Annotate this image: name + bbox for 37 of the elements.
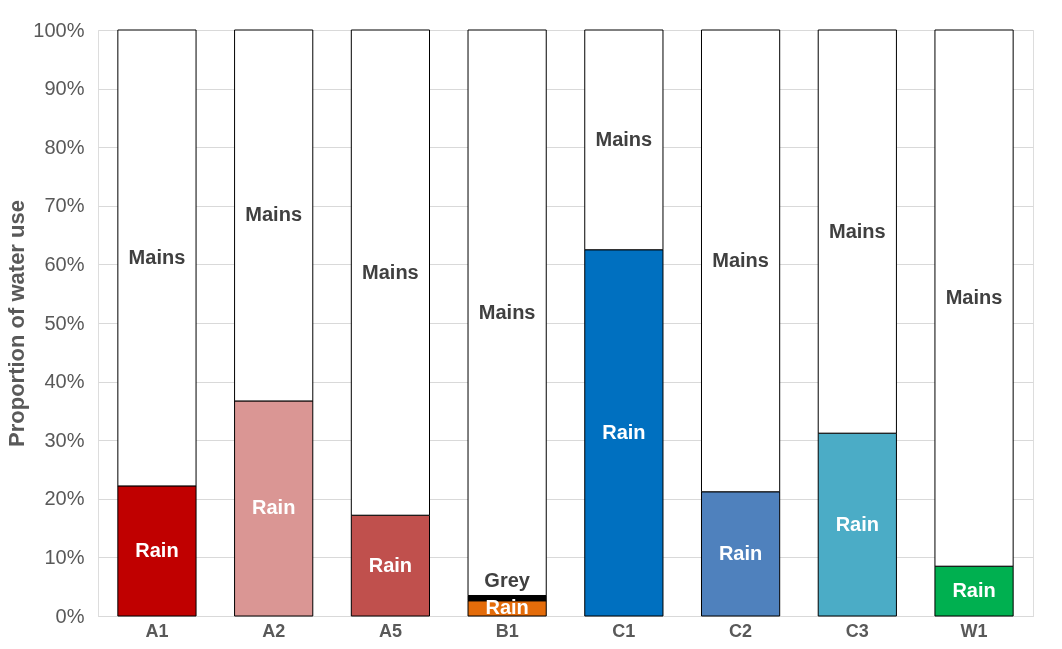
x-tick-label: B1 (495, 620, 519, 641)
text: Mains (362, 260, 419, 283)
text: Mains (945, 286, 1003, 309)
text: Rain (252, 496, 296, 519)
text: Mains (478, 300, 536, 323)
series-label: Mains (128, 245, 186, 268)
x-tick-label: A5 (378, 620, 402, 641)
text: Mains (712, 248, 769, 271)
y-tick-label: 50% (44, 311, 85, 334)
y-tick-label: 10% (44, 545, 85, 568)
y-tick-label: 40% (44, 370, 85, 393)
y-tick-label: 70% (44, 194, 85, 217)
text: Mains (595, 127, 653, 150)
y-tick-label: 80% (44, 135, 85, 158)
y-tick-label: 100% (33, 18, 85, 41)
x-tick-label: C3 (845, 620, 869, 641)
y-tick-label: 60% (44, 252, 85, 275)
text: Rain (368, 553, 413, 576)
text: Rain (952, 579, 996, 602)
text: Rain (718, 541, 763, 564)
text: Rain (835, 512, 879, 535)
y-tick-label: 30% (44, 428, 85, 451)
x-tick-label: A1 (145, 620, 169, 641)
y-tick-label: 90% (44, 77, 85, 100)
series-label: Grey (484, 568, 531, 591)
text: Rain (602, 420, 646, 443)
y-axis-title: Proportion of water use (4, 200, 30, 447)
text: Rain (135, 538, 179, 561)
series-label: Rain (485, 596, 529, 619)
x-tick-label: C1 (612, 620, 636, 641)
x-tick-label: W1 (960, 620, 988, 641)
text: Mains (245, 203, 303, 226)
x-tick-label: C2 (729, 620, 753, 641)
y-tick-label: 20% (44, 487, 85, 510)
y-tick-label: 0% (55, 604, 85, 627)
text: Mains (828, 219, 886, 242)
x-tick-label: A2 (262, 620, 286, 641)
